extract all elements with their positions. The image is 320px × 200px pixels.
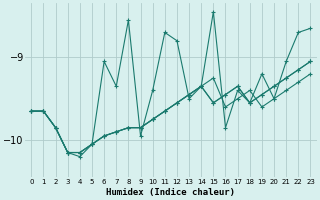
X-axis label: Humidex (Indice chaleur): Humidex (Indice chaleur): [106, 188, 236, 197]
